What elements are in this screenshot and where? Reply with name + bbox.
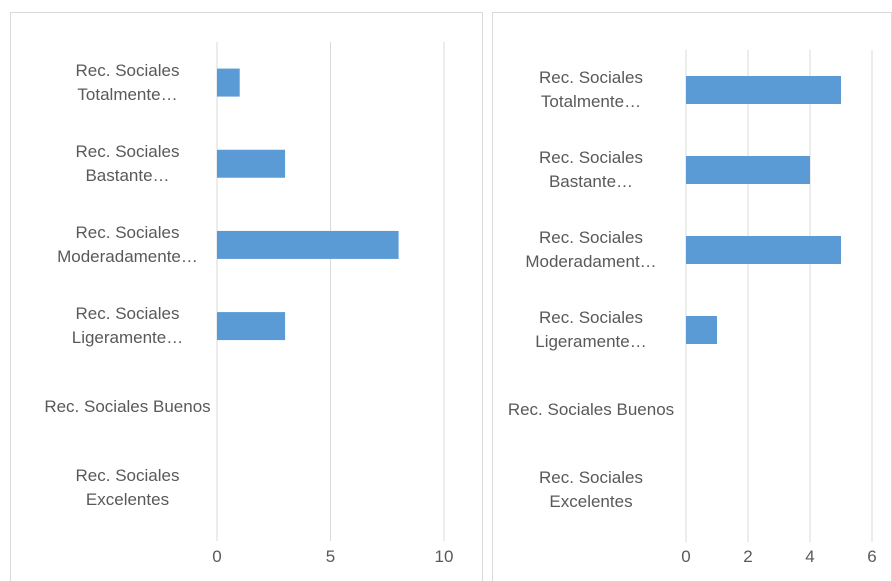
x-tick-label: 10: [434, 547, 454, 566]
x-tick-label: 0: [212, 547, 222, 566]
bar: [686, 236, 841, 264]
chart-frame: [492, 12, 892, 581]
y-tick-label: Rec. Sociales Ligeramente…: [71, 304, 184, 348]
x-tick-label: 4: [805, 547, 815, 566]
y-tick-label: Rec. Sociales Excelentes: [75, 466, 180, 510]
x-tick-label: 2: [743, 547, 753, 566]
bar: [686, 76, 841, 104]
x-tick-label: 0: [681, 547, 691, 566]
y-tick-label: Rec. Sociales Buenos: [44, 397, 211, 417]
y-tick-label: Rec. Sociales Totalmente…: [75, 60, 180, 104]
bar: [217, 68, 240, 97]
y-tick-label: Rec. Sociales Bastante…: [75, 141, 180, 185]
bar: [686, 156, 810, 184]
x-tick-label: 6: [867, 547, 877, 566]
bar: [217, 230, 399, 259]
y-tick-label: Rec. Sociales Buenos: [507, 400, 675, 419]
y-tick-label: Rec. Sociales Totalmente…: [539, 68, 643, 111]
y-tick-label: Rec. Sociales Excelentes: [539, 468, 643, 511]
chart-frame: [10, 12, 483, 581]
bar: [217, 312, 286, 341]
y-tick-label: Rec. Sociales Moderadamente…: [57, 222, 198, 266]
bar: [217, 149, 286, 178]
bar: [686, 316, 717, 344]
y-tick-label: Rec. Sociales Ligeramente…: [535, 308, 647, 351]
y-tick-label: Rec. Sociales Bastante…: [539, 148, 643, 191]
x-tick-label: 5: [325, 547, 336, 566]
y-tick-label: Rec. Sociales Moderadament…: [525, 228, 657, 271]
